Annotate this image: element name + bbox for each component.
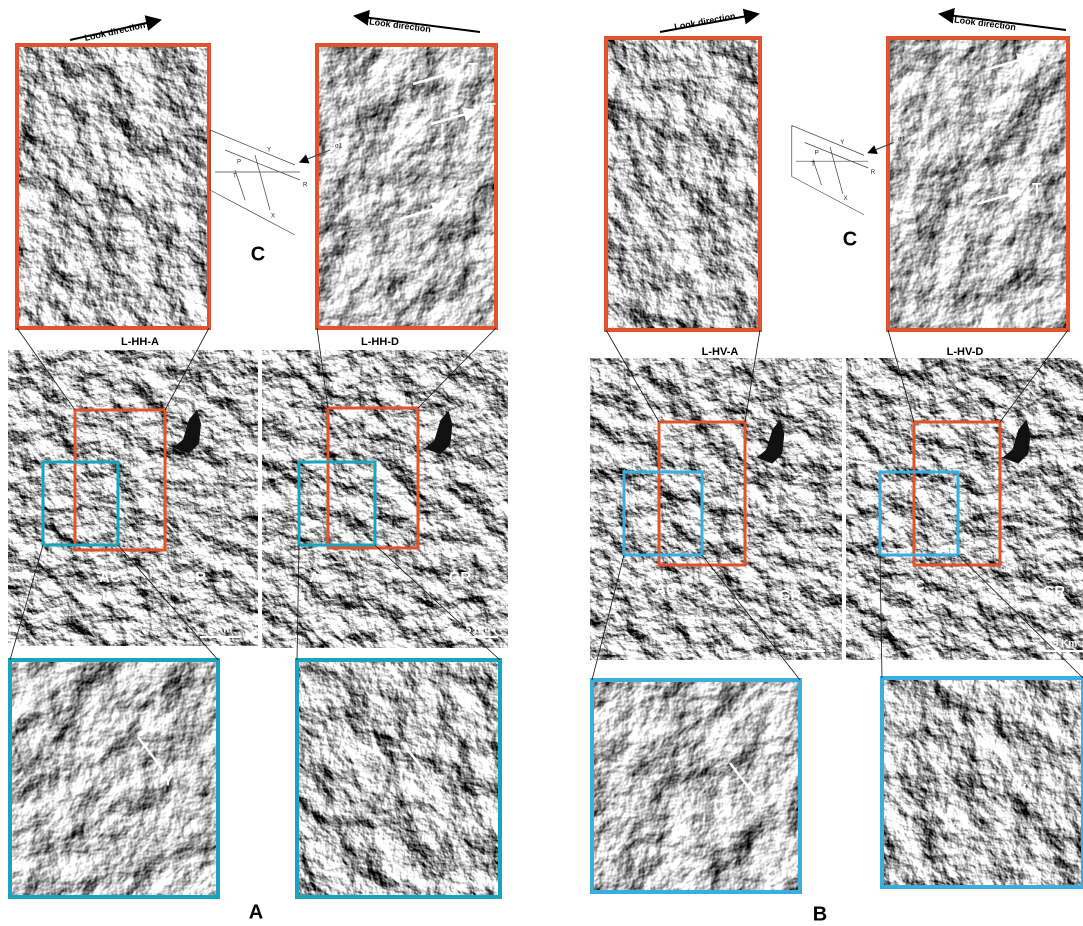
diagram-label: Y [840, 140, 844, 146]
zoom-image [10, 660, 218, 897]
zone-label: AC [903, 577, 925, 594]
diagram-box [792, 126, 869, 215]
scale-label: 5 Km [1053, 639, 1078, 650]
panel-label: A [249, 901, 263, 923]
diagram-label: T [233, 174, 237, 180]
panel-label: B [813, 903, 827, 925]
scale-label: 5 Km [466, 625, 491, 636]
diagram-label: T [811, 162, 815, 168]
page: Look direction Look direction L-HH-A L-HH-D… [0, 0, 1083, 926]
image-label: L-HV-D [947, 346, 984, 358]
scale-label: 5 Km [793, 639, 818, 650]
diagram-label: σ1 [335, 144, 343, 150]
diagram-label: P [237, 160, 241, 166]
model-label: C [251, 243, 265, 265]
image-label: L-HV-A [702, 346, 739, 358]
zone-label: AC [309, 569, 331, 586]
zone-label: GR [1043, 583, 1066, 600]
look-direction: Look direction [673, 11, 736, 32]
sar-image [8, 350, 258, 646]
diagram-label: X [844, 196, 848, 202]
zone-label: GR [779, 587, 802, 604]
diagram-label: R [871, 170, 876, 176]
model-label: C [843, 228, 857, 250]
diagram-box [210, 130, 300, 235]
zoom-image [592, 680, 800, 892]
zone-label: AC [655, 581, 677, 598]
diagram-label: X [271, 214, 275, 220]
look-direction: Look direction [369, 16, 432, 34]
zoom-image [606, 38, 760, 330]
look-direction: Look direction [954, 15, 1017, 33]
look-direction: Look direction [84, 20, 147, 43]
tension-label: T [468, 61, 478, 78]
zoom-image [882, 678, 1083, 887]
image-label: L-HH-D [361, 336, 399, 348]
shear-label: Y [1017, 781, 1027, 797]
tension-label: T [455, 196, 465, 213]
diagram-label: σ1 [898, 137, 906, 143]
sar-image [590, 358, 842, 660]
figure: Look direction Look direction L-HH-A L-HH-D… [0, 0, 1083, 926]
diagram-label: Y [267, 148, 271, 154]
scale-label: 5 Km [208, 625, 233, 636]
diagram-label: P [815, 150, 819, 156]
zoom-image [17, 45, 209, 328]
tension-label: T [486, 101, 496, 118]
shear-label: Y [163, 773, 173, 789]
zone-label: AC [99, 569, 121, 586]
zoom-image [297, 660, 500, 897]
sar-image [846, 358, 1083, 660]
zone-label: GR [184, 569, 207, 586]
panel: Look direction Look direction L-HV-A L-HV-D… [590, 11, 1083, 925]
zone-label: GR [449, 569, 472, 586]
shear-label: Y [427, 778, 437, 794]
panel: Look direction Look direction L-HH-A L-HH-D… [8, 16, 508, 923]
shear-label: Y [755, 799, 765, 815]
diagram-label: R [303, 183, 308, 189]
zoom-image [317, 45, 496, 328]
image-label: L-HH-A [121, 336, 159, 348]
tension-label: T [1032, 181, 1042, 198]
tension-label: T [1040, 47, 1050, 64]
